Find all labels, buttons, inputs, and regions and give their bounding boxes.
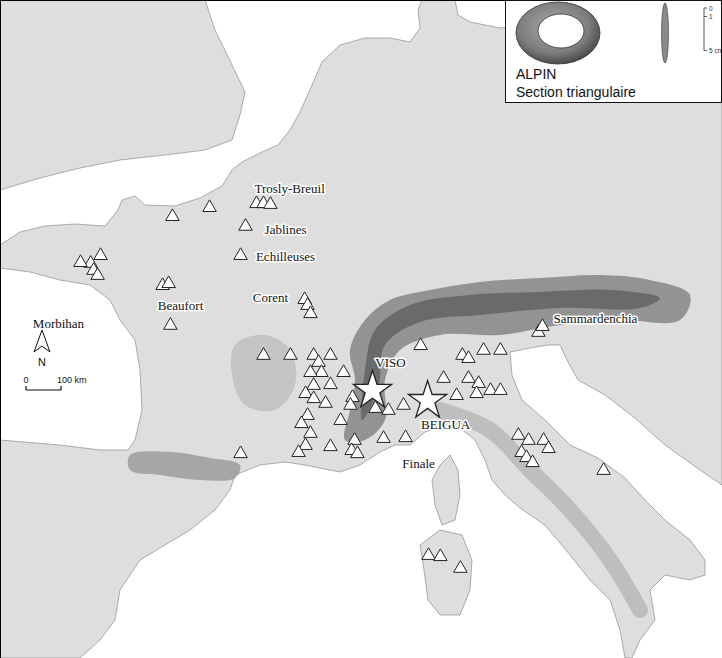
svg-text:Echilleuses: Echilleuses xyxy=(256,249,315,264)
svg-text:VISO: VISO xyxy=(375,355,405,370)
svg-text:Finale: Finale xyxy=(402,456,435,471)
svg-text:Beaufort: Beaufort xyxy=(158,298,204,313)
svg-text:ALPIN: ALPIN xyxy=(516,66,556,82)
svg-text:Jablines: Jablines xyxy=(265,222,307,237)
svg-text:BEIGUA: BEIGUA xyxy=(421,417,471,432)
svg-text:0: 0 xyxy=(709,5,713,12)
svg-text:Corent: Corent xyxy=(253,290,289,305)
svg-text:5 cm: 5 cm xyxy=(709,47,722,54)
svg-text:Trosly-Breuil: Trosly-Breuil xyxy=(254,181,325,196)
svg-text:N: N xyxy=(38,356,46,368)
svg-text:Section triangulaire: Section triangulaire xyxy=(516,84,636,100)
svg-text:0: 0 xyxy=(23,375,28,385)
svg-text:100 km: 100 km xyxy=(57,375,87,385)
svg-text:Morbihan: Morbihan xyxy=(33,316,85,331)
svg-text:1: 1 xyxy=(709,13,713,20)
svg-text:Sammardenchia: Sammardenchia xyxy=(554,311,638,326)
